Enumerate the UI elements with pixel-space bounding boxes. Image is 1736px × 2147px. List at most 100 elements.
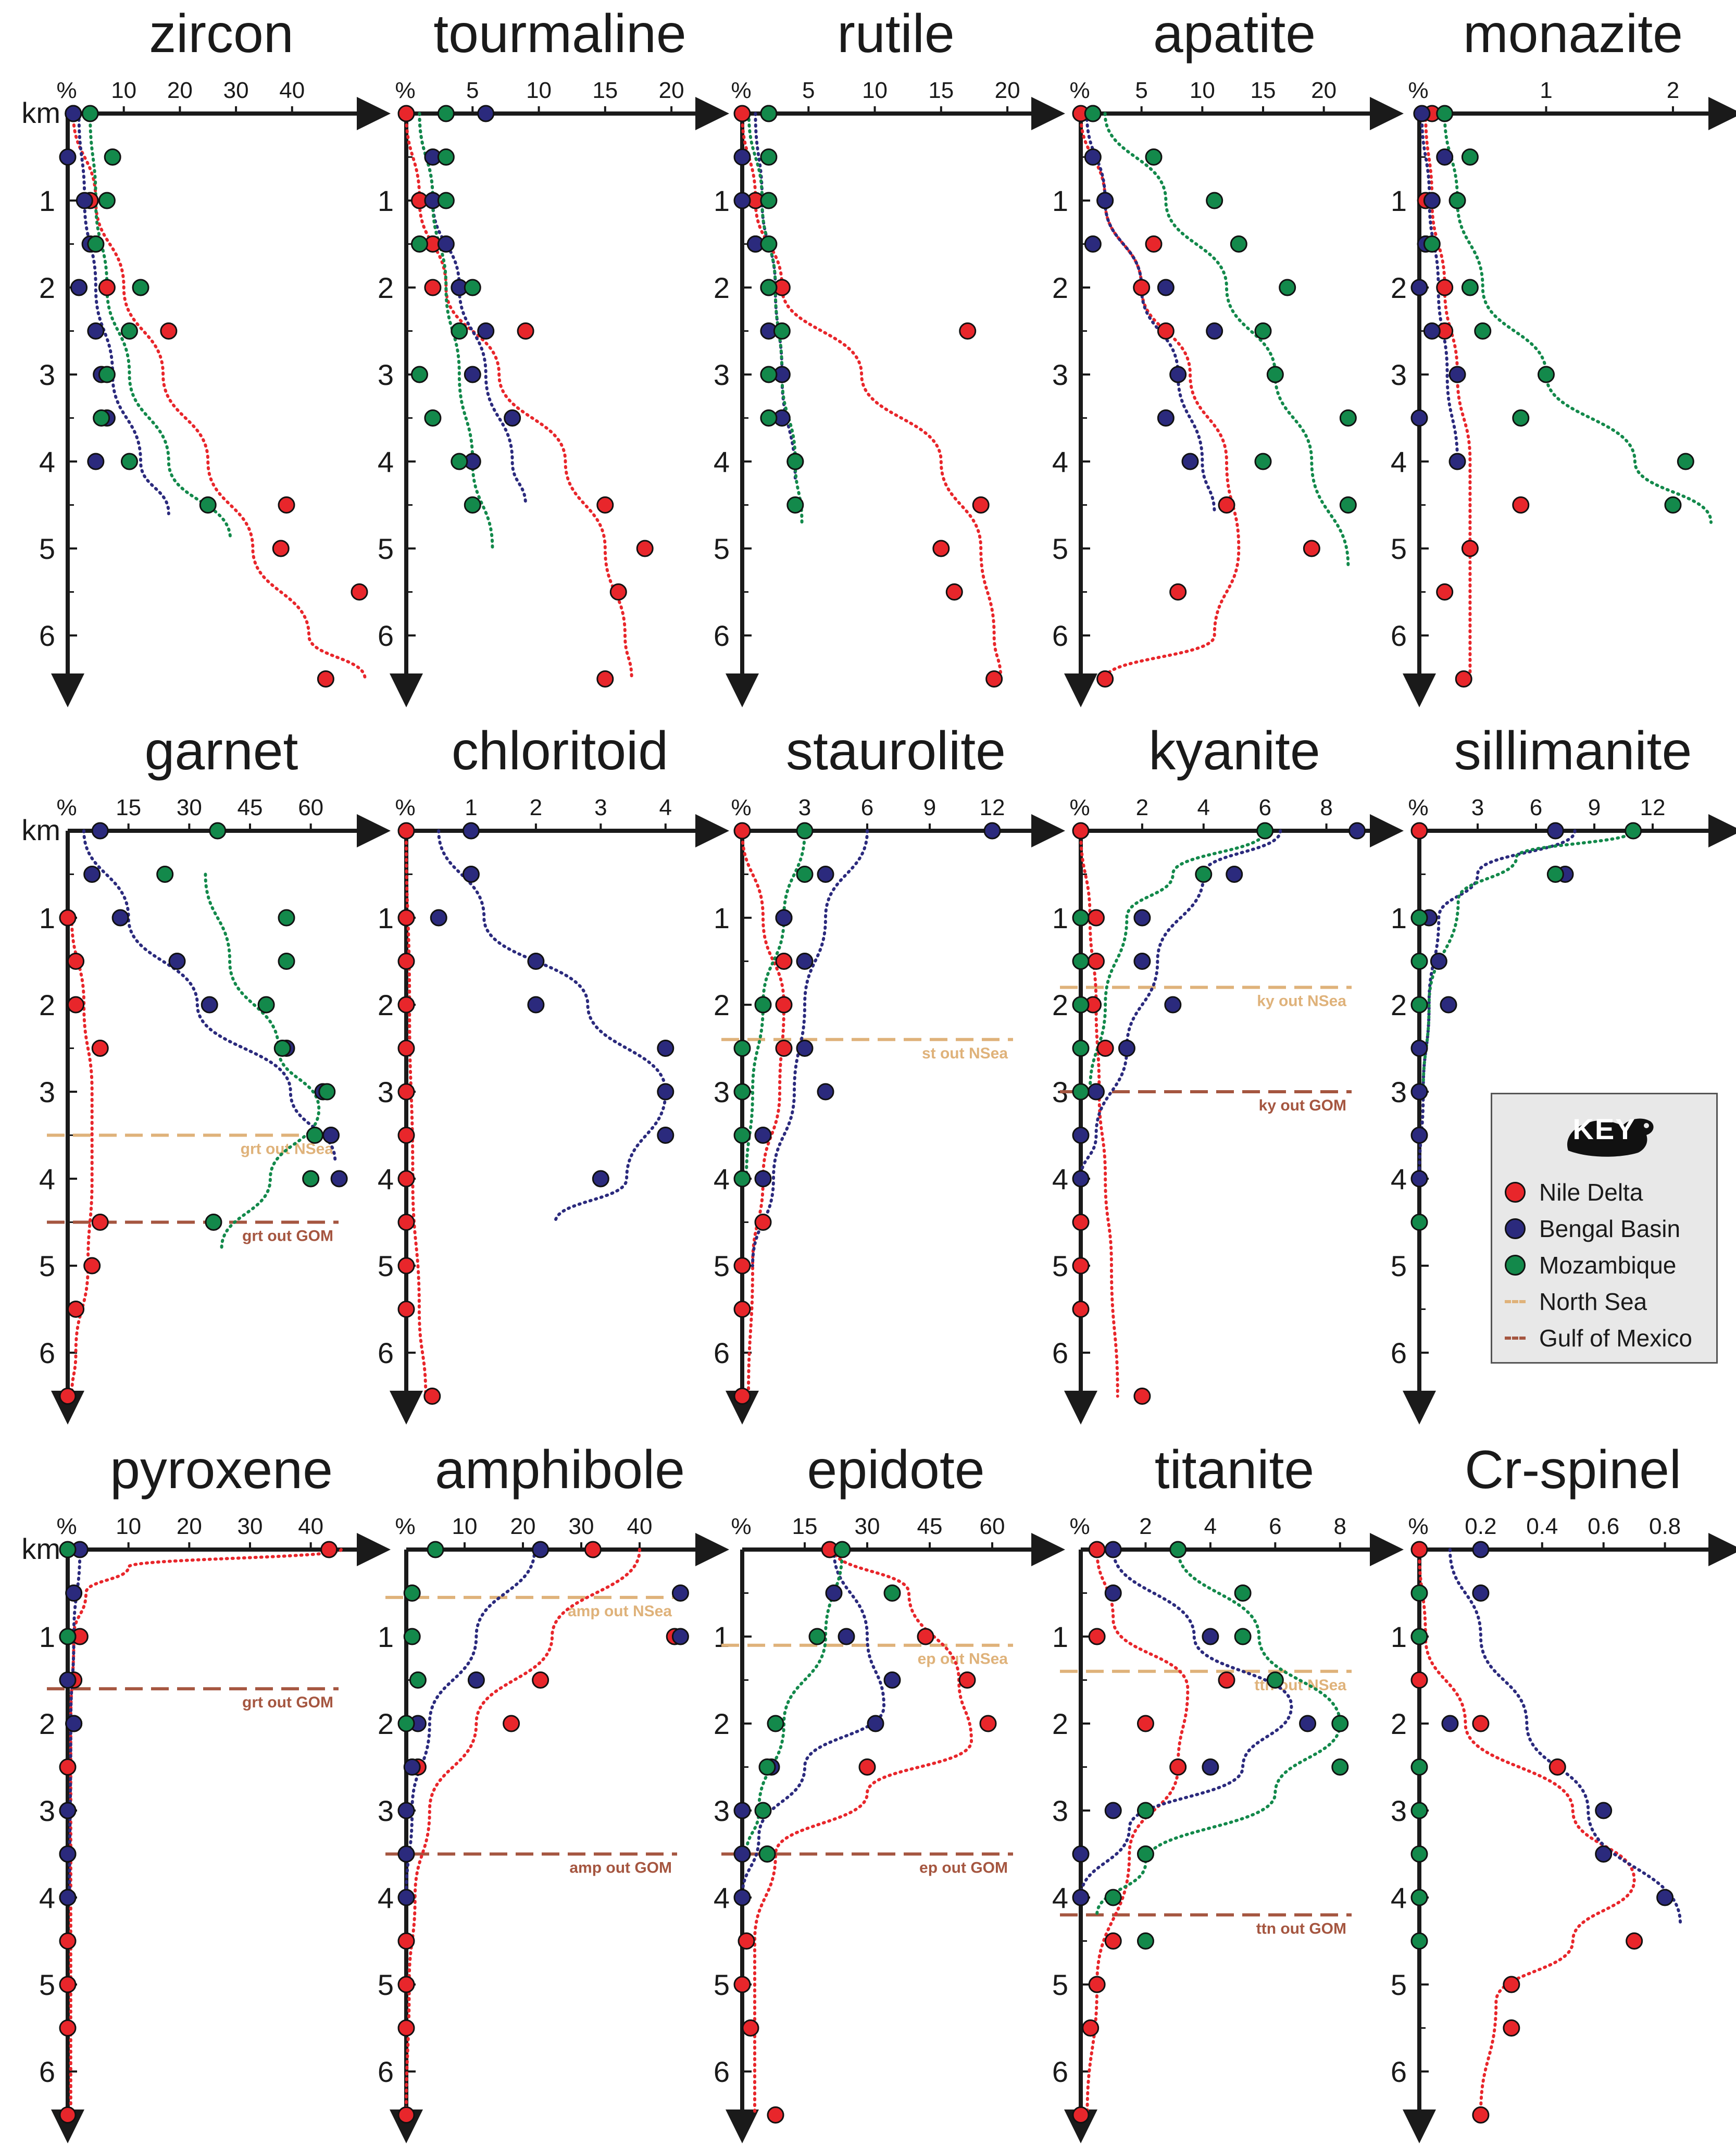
point-nile-delta	[1088, 1628, 1106, 1645]
y-tick-label: 6	[39, 2055, 55, 2088]
point-nile-delta	[1472, 2106, 1490, 2124]
y-tick-label: 3	[1391, 1794, 1407, 1827]
y-axis-arrow-icon	[51, 673, 84, 707]
y-tick-label: 3	[39, 1076, 55, 1108]
point-moz	[1625, 822, 1642, 840]
x-tick-label: 30	[177, 795, 202, 820]
x-tick-label: 30	[569, 1514, 594, 1539]
x-tick-label: 30	[223, 78, 249, 103]
point-nile-delta	[775, 953, 793, 970]
point-bengal-basin	[1202, 1758, 1219, 1776]
y-tick-label: 1	[1391, 184, 1407, 217]
point-nile-delta	[423, 1388, 441, 1405]
point-nile-delta	[397, 1301, 415, 1318]
nile-swatch-icon	[1505, 1182, 1526, 1203]
legend-label-moz: Mozambique	[1539, 1252, 1677, 1279]
point-nile-delta	[738, 1932, 755, 1950]
point-bengal-basin	[671, 1628, 689, 1645]
panel-title-staurolite: staurolite	[786, 721, 1006, 781]
point-moz	[833, 1541, 851, 1558]
point-nile-delta	[1088, 1976, 1106, 1993]
x-tick-label: 20	[995, 78, 1020, 103]
legend-item-north-sea: North Sea	[1505, 1286, 1647, 1317]
point-nile-delta	[397, 105, 415, 122]
point-moz	[760, 366, 778, 383]
panel-title-amphibole: amphibole	[435, 1440, 685, 1500]
point-nile-delta	[1169, 583, 1187, 601]
trend-moz	[1443, 112, 1713, 524]
point-moz	[156, 866, 174, 883]
point-moz	[1136, 1932, 1154, 1950]
point-nile-delta	[636, 540, 654, 557]
x-tick-label: 2	[1667, 78, 1679, 103]
point-moz	[1266, 366, 1284, 383]
point-moz	[733, 1083, 751, 1101]
point-bengal-basin	[796, 1040, 814, 1057]
point-nile-delta	[596, 670, 614, 688]
panel-amphibole: amphibole% 10 20 30 40 1 2 3 4 5 6 amp out NSea amp …	[378, 1440, 729, 2143]
trend-nile-delta	[753, 1548, 973, 2117]
point-bengal-basin	[1410, 409, 1428, 427]
x-tick-label: 10	[452, 1514, 478, 1539]
trend-bengal-basin	[405, 1548, 536, 1899]
panel-title-garnet: garnet	[145, 721, 298, 781]
point-nile-delta	[767, 2106, 784, 2124]
trend-bengal-basin	[1448, 1548, 1682, 1926]
point-bengal-basin	[322, 1127, 340, 1144]
y-tick-label: 6	[1391, 619, 1407, 652]
x-tick-label: 15	[792, 1514, 818, 1539]
point-moz	[1072, 1040, 1090, 1057]
point-bengal-basin	[1656, 1889, 1674, 1906]
point-bengal-basin	[1087, 1083, 1105, 1101]
point-moz	[1677, 453, 1694, 470]
point-moz	[1339, 409, 1357, 427]
cutoff-label-grt-out-nsea: grt out NSea	[241, 1141, 334, 1158]
trend-nile-delta	[69, 1548, 343, 2117]
panel-zircon: zircon%km 10 20 30 40 1 2 3 4 5 6	[21, 4, 391, 707]
trend-moz	[1088, 829, 1267, 1093]
point-bengal-basin	[1181, 453, 1199, 470]
x-tick-label: 9	[923, 795, 936, 820]
x-tick-label: 4	[1197, 795, 1210, 820]
point-nile-delta	[775, 996, 793, 1014]
point-nile-delta	[397, 909, 415, 927]
x-unit-label: %	[1069, 78, 1090, 103]
x-axis-arrow-icon	[1031, 97, 1065, 130]
y-axis-arrow-icon	[51, 1391, 84, 1425]
x-unit-label: %	[731, 1514, 751, 1539]
point-moz	[733, 1170, 751, 1188]
y-tick-label: 5	[1391, 1250, 1407, 1282]
point-nile-delta	[1410, 822, 1428, 840]
x-unit-label: %	[1408, 1514, 1428, 1539]
point-nile-delta	[397, 1932, 415, 1950]
x-tick-label: 60	[298, 795, 323, 820]
point-moz	[397, 1715, 415, 1732]
point-nile-delta	[351, 583, 368, 601]
point-moz	[318, 1083, 336, 1101]
point-moz	[424, 409, 442, 427]
y-tick-label: 2	[378, 1707, 394, 1740]
point-moz	[1072, 909, 1090, 927]
panel-monazite: monazite% 1 2 1 2 3 4 5 6	[1391, 4, 1736, 707]
trend-moz	[204, 872, 321, 1250]
cutoff-label-ep-out-nsea: ep out NSea	[918, 1651, 1008, 1668]
point-bengal-basin	[1104, 1541, 1122, 1558]
point-nile-delta	[67, 953, 85, 970]
point-bengal-basin	[1072, 1170, 1090, 1188]
point-moz	[437, 105, 455, 122]
point-moz	[808, 1628, 826, 1645]
point-moz	[1072, 996, 1090, 1014]
y-tick-label: 1	[1391, 1620, 1407, 1653]
point-moz	[1072, 1083, 1090, 1101]
x-tick-label: 4	[1204, 1514, 1217, 1539]
x-tick-label: 15	[928, 78, 954, 103]
x-unit-label: %	[731, 795, 751, 820]
point-nile-delta	[59, 2106, 77, 2124]
point-nile-delta	[1145, 235, 1163, 253]
panel-chloritoid: chloritoid% 1 2 3 4 1 2 3 4 5 6	[378, 721, 729, 1425]
point-bengal-basin	[76, 192, 93, 209]
x-unit-label: %	[56, 795, 77, 820]
y-tick-label: 6	[1052, 619, 1068, 652]
